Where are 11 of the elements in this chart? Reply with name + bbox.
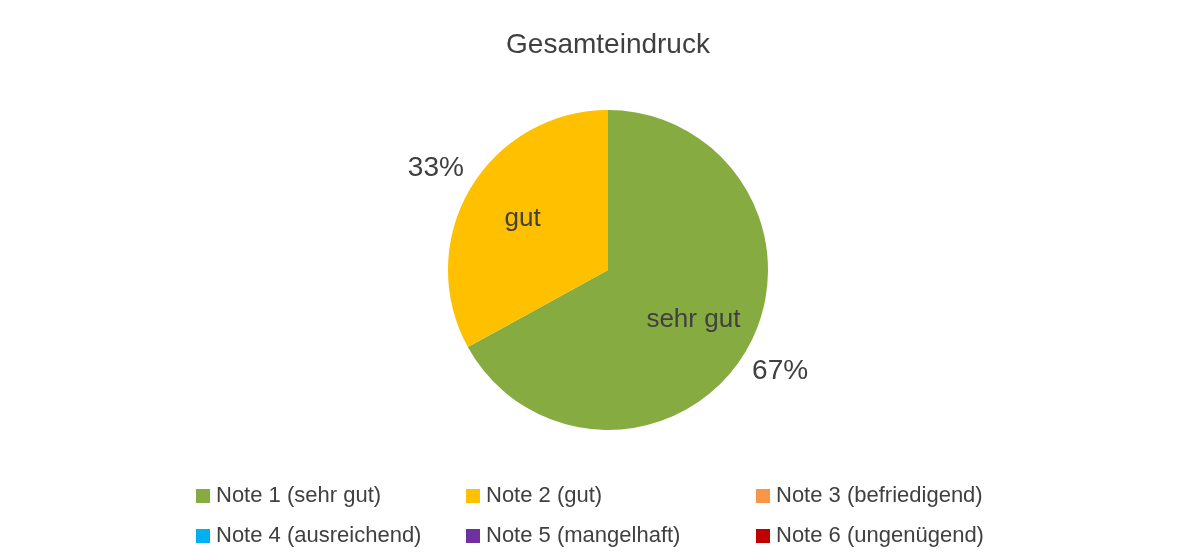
data-label: 33% bbox=[407, 150, 464, 182]
legend-label: Note 3 (befriedigend) bbox=[776, 481, 983, 507]
text: gut bbox=[504, 202, 541, 233]
legend-label: Note 1 (sehr gut) bbox=[216, 481, 382, 507]
data-label: 67% bbox=[752, 354, 809, 386]
text: sehr gut bbox=[646, 303, 741, 334]
legend-label: Note 6 (ungenügend) bbox=[776, 521, 984, 547]
legend-label: Note 2 (gut) bbox=[486, 481, 603, 507]
chart-title: Gesamteindruck bbox=[506, 28, 711, 60]
legend-label: Note 5 (mangelhaft) bbox=[486, 521, 681, 547]
legend-label: Note 4 (ausreichend) bbox=[216, 521, 422, 547]
